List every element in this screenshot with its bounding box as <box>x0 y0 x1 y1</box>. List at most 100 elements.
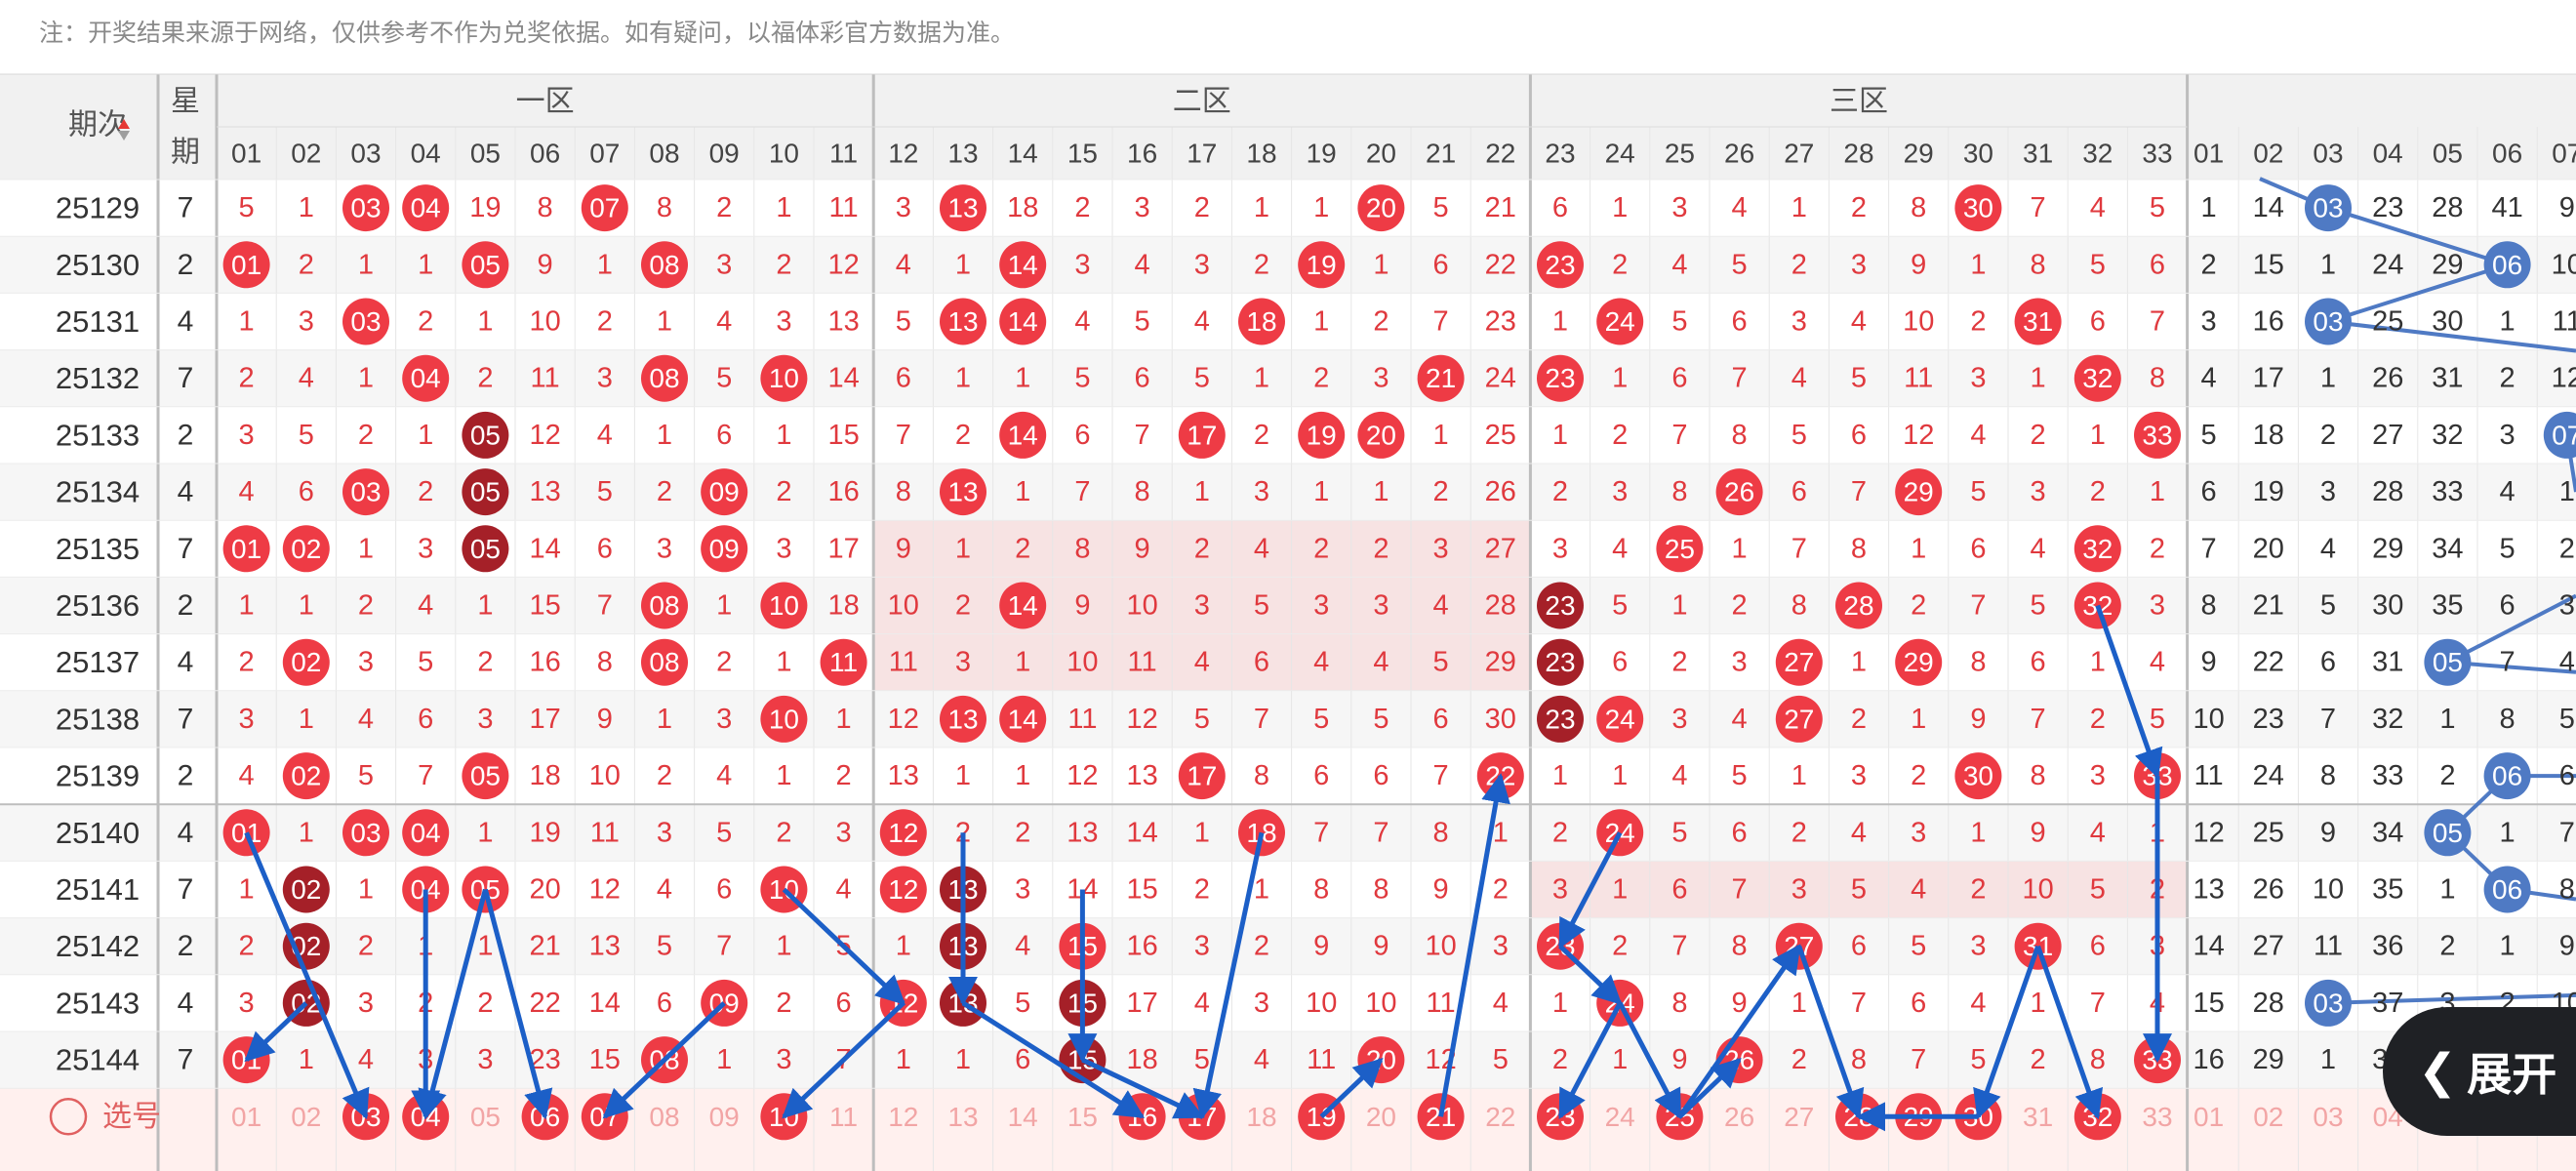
miss-count: 4 <box>2090 817 2106 848</box>
miss-count: 3 <box>1970 931 1986 962</box>
miss-count: 5 <box>1254 590 1269 622</box>
miss-count: 4 <box>1135 249 1150 280</box>
drawn-ball-number: 14 <box>1008 306 1038 337</box>
blue-miss-count: 7 <box>2320 704 2336 735</box>
blue-miss-count: 41 <box>2491 192 2522 223</box>
trend-arrow <box>1192 831 1265 1120</box>
trend-arrow <box>1677 1058 1742 1119</box>
miss-count: 4 <box>418 590 433 622</box>
highlight-band <box>1530 861 2188 918</box>
miss-count: 2 <box>1194 192 1210 223</box>
miss-count: 10 <box>1306 988 1337 1019</box>
table-row <box>0 293 2576 350</box>
miss-count: 4 <box>1732 192 1748 223</box>
week-day: 2 <box>178 760 194 792</box>
miss-count: 8 <box>896 476 911 507</box>
miss-count: 10 <box>1365 988 1396 1019</box>
drawn-ball <box>402 184 450 232</box>
blue-miss-count: 20 <box>2253 533 2284 564</box>
drawn-ball-number: 20 <box>1366 193 1396 223</box>
radio-circle-icon[interactable] <box>49 1098 88 1136</box>
miss-count: 25 <box>1485 420 1516 451</box>
miss-count: 1 <box>1612 760 1628 791</box>
blue-number-header: 06 <box>2492 139 2522 169</box>
trend-arrow <box>1081 1057 1205 1119</box>
miss-count: 1 <box>418 249 433 280</box>
miss-count: 2 <box>1791 249 1807 280</box>
sort-arrows-icon[interactable] <box>118 119 130 129</box>
table-row <box>0 747 2576 805</box>
drawn-ball-number: 10 <box>769 363 799 393</box>
miss-count: 10 <box>589 760 621 791</box>
miss-count: 20 <box>529 874 560 906</box>
miss-count: 7 <box>597 590 613 622</box>
miss-count: 13 <box>1126 760 1157 791</box>
miss-count: 1 <box>955 363 971 394</box>
miss-count: 11 <box>531 363 560 394</box>
blue-miss-count: 1 <box>2559 476 2575 507</box>
drawn-ball <box>940 298 986 345</box>
miss-count: 5 <box>597 476 613 507</box>
miss-count: 7 <box>1671 420 1687 451</box>
miss-count: 3 <box>1254 476 1269 507</box>
sort-arrows-icon[interactable] <box>118 131 130 141</box>
blue-miss-count: 28 <box>2432 192 2463 223</box>
blue-ball-number: 05 <box>2433 818 2463 848</box>
issue-number: 25144 <box>56 1043 140 1077</box>
miss-count: 1 <box>1254 363 1269 394</box>
number-header: 10 <box>769 139 799 169</box>
drawn-ball <box>342 809 389 857</box>
miss-count: 2 <box>2090 476 2106 507</box>
blue-miss-count: 19 <box>2253 476 2284 507</box>
miss-count: 3 <box>477 704 493 735</box>
select-number: 14 <box>1008 1102 1038 1132</box>
select-number: 01 <box>231 1102 262 1132</box>
blue-miss-count: 30 <box>2372 590 2403 622</box>
miss-count: 4 <box>1911 874 1926 906</box>
blue-miss-count: 8 <box>2559 874 2575 906</box>
miss-count: 8 <box>657 192 672 223</box>
blue-ball <box>2543 411 2576 459</box>
miss-count: 16 <box>827 476 859 507</box>
drawn-ball <box>1417 354 1465 402</box>
miss-count: 2 <box>657 760 672 791</box>
miss-count: 5 <box>1135 306 1150 338</box>
miss-count: 3 <box>836 817 852 848</box>
miss-count: 4 <box>1194 647 1210 678</box>
week-day: 7 <box>178 192 194 224</box>
number-header: 28 <box>1843 139 1873 169</box>
miss-count: 2 <box>1791 1044 1807 1075</box>
miss-count: 5 <box>1194 363 1210 394</box>
miss-count: 7 <box>1851 476 1867 507</box>
drawn-ball-number: 09 <box>709 534 740 564</box>
table-row <box>0 349 2576 407</box>
miss-count: 6 <box>1074 420 1090 451</box>
highlight-band <box>873 633 1531 691</box>
miss-count: 1 <box>836 704 852 735</box>
drawn-ball <box>760 582 808 629</box>
drawn-ball <box>701 468 748 516</box>
drawn-ball <box>1298 241 1346 289</box>
number-header: 23 <box>1545 139 1575 169</box>
blue-miss-count: 3 <box>2201 306 2217 338</box>
week-day: 7 <box>178 703 194 735</box>
miss-count: 1 <box>477 590 493 622</box>
miss-count: 4 <box>299 363 314 394</box>
miss-count: 3 <box>358 647 374 678</box>
blue-miss-count: 1 <box>2500 931 2516 962</box>
miss-count: 3 <box>657 817 672 848</box>
miss-count: 4 <box>1194 306 1210 338</box>
trend-line <box>2327 206 2509 267</box>
miss-count: 1 <box>1552 420 1568 451</box>
miss-count: 5 <box>239 192 255 223</box>
drawn-ball <box>999 411 1047 459</box>
drawn-ball <box>1537 638 1584 686</box>
miss-count: 8 <box>1911 192 1926 223</box>
table-row <box>0 406 2576 464</box>
expand-button[interactable]: ❮ 展开 <box>2383 1007 2576 1136</box>
blue-miss-count: 31 <box>2432 363 2463 394</box>
drawn-ball-number: 14 <box>1008 590 1038 621</box>
miss-count: 6 <box>1254 647 1269 678</box>
miss-count: 8 <box>1851 1044 1867 1075</box>
